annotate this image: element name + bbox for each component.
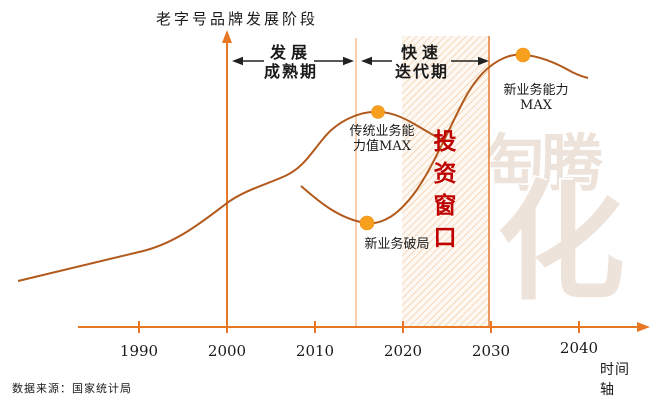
x-axis-arrow-icon [637,322,650,332]
investment-window-char: 投 [433,128,457,155]
traditional-max-label-line: 传统业务能 [349,124,415,139]
phase-label-maturity: 发展 成熟期 [264,43,318,81]
traditional-max-label: 传统业务能 力值MAX [349,124,414,154]
y-axis [222,30,232,327]
y-axis-arrow-icon [222,30,232,43]
traditional-max-marker [371,105,385,119]
phase-label-line: 快速 [400,43,444,62]
traditional-capability-curve [17,110,445,282]
phase-label-iteration: 快速 迭代期 [395,43,449,81]
new-max-label-line: 新业务能力 [503,83,569,98]
x-tick-1990: 1990 [119,342,159,360]
x-tick-2030: 2030 [471,342,511,360]
phase-label-line: 迭代期 [394,62,450,81]
x-tick-2020: 2020 [383,342,423,360]
data-source-note: 数据来源：国家统计局 [12,382,132,395]
arrow-left-icon [232,56,243,66]
traditional-max-label-line: 力值MAX [353,139,411,154]
phase-arrows [232,56,489,66]
arrow-right-icon [478,56,489,66]
investment-window-label: 投 资 窗 口 [434,130,457,250]
new-max-marker [515,47,531,63]
arrow-left-icon [361,56,372,66]
new-breakthrough-marker [359,215,375,231]
arrow-right-icon [343,56,354,66]
watermark-text: 匋腾 [483,127,603,200]
new-max-label: 新业务能力 MAX [503,83,568,113]
x-axis-ticks [138,321,580,333]
phase-label-line: 发展 [269,43,313,62]
investment-window-char: 口 [433,224,457,251]
x-axis-title: 时间轴 [600,362,630,398]
investment-window-char: 窗 [433,192,457,219]
page-title: 老字号品牌发展阶段 [156,10,319,28]
phase-label-line: 成熟期 [263,62,319,81]
x-tick-2010: 2010 [295,342,335,360]
x-axis [78,322,650,332]
watermark-glyph: 化 [497,168,626,318]
x-tick-2000: 2000 [207,342,247,360]
new-max-label-line: MAX [520,98,552,113]
x-tick-2040: 2040 [559,339,599,357]
new-breakthrough-label: 新业务破局 [364,237,430,252]
investment-window-char: 资 [433,160,457,187]
